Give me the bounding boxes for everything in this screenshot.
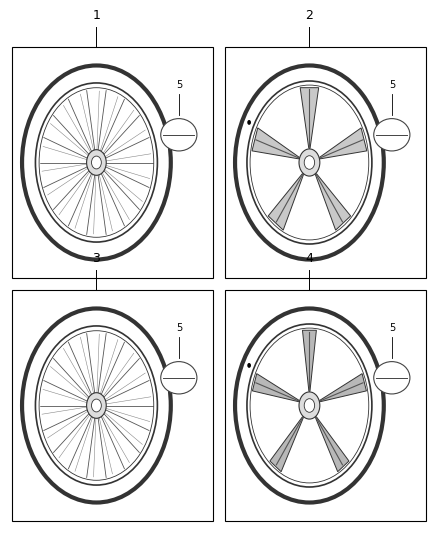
Ellipse shape (299, 149, 320, 176)
Ellipse shape (87, 150, 106, 175)
Bar (12, 47, 213, 278)
Ellipse shape (374, 119, 410, 151)
Text: 2: 2 (305, 9, 313, 22)
Text: 5: 5 (389, 80, 395, 91)
Text: 5: 5 (176, 324, 182, 333)
Polygon shape (315, 417, 349, 472)
Polygon shape (300, 87, 319, 148)
Ellipse shape (161, 119, 197, 151)
Ellipse shape (247, 120, 251, 125)
Text: 4: 4 (305, 252, 313, 265)
Ellipse shape (87, 393, 106, 418)
Ellipse shape (304, 399, 314, 413)
Polygon shape (320, 128, 367, 159)
Polygon shape (252, 128, 299, 159)
Ellipse shape (92, 156, 101, 169)
Polygon shape (315, 174, 351, 230)
Polygon shape (270, 417, 304, 472)
Polygon shape (252, 374, 299, 402)
Ellipse shape (374, 361, 410, 394)
Ellipse shape (299, 392, 320, 419)
Polygon shape (320, 374, 367, 402)
Bar (12, 290, 213, 521)
Text: 3: 3 (92, 252, 100, 265)
Polygon shape (268, 174, 304, 230)
Bar (225, 47, 426, 278)
Bar (225, 290, 426, 521)
Text: 5: 5 (389, 324, 395, 333)
Ellipse shape (247, 363, 251, 368)
Text: 5: 5 (176, 80, 182, 91)
Ellipse shape (304, 156, 314, 169)
Text: 1: 1 (92, 9, 100, 22)
Ellipse shape (92, 399, 101, 412)
Polygon shape (303, 330, 316, 391)
Ellipse shape (161, 361, 197, 394)
